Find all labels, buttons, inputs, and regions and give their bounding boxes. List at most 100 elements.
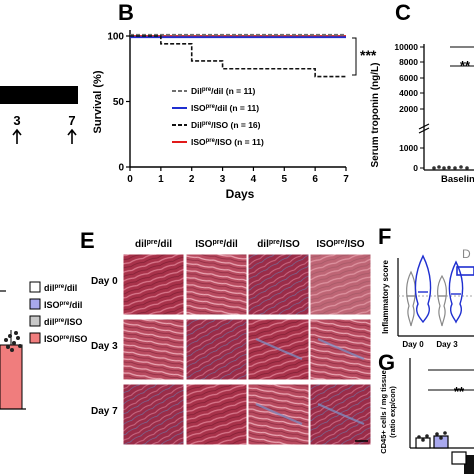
b-significance-bracket	[352, 37, 357, 76]
e-image-border	[185, 383, 248, 446]
d-legend-swatch	[29, 298, 41, 310]
c-y-tick-label: 2000	[399, 104, 418, 114]
b-axes: 0 1 2 3 4 5 6 7 0 50 100	[107, 30, 349, 185]
e-fibrosis-streak	[255, 402, 303, 426]
d-legend-label: dilpre/dil	[44, 283, 77, 294]
d-data-points	[4, 331, 22, 352]
timeline-bar	[0, 86, 78, 104]
e-row-label: Day 7	[91, 406, 118, 417]
b-significance: ***	[360, 47, 377, 63]
c-y-tick-label: 1000	[399, 143, 418, 153]
d-legend-swatch	[29, 332, 41, 344]
c-significance: **	[460, 58, 471, 73]
b-y-axis-label: Survival (%)	[92, 70, 104, 133]
e-image-border	[122, 318, 185, 381]
e-image-border	[122, 383, 185, 446]
c-y-axis-label: Serum troponin (ng/L)	[370, 63, 381, 168]
panel-g: G CD45+ cells / mg tissue (ratio exp/con…	[378, 350, 474, 474]
b-x-tick-label: 2	[189, 174, 195, 185]
e-fibrosis-streak	[317, 337, 365, 361]
e-histology-images	[122, 253, 372, 446]
c-y-tick-label: 10000	[394, 42, 418, 52]
f-violin-day0-iso	[414, 254, 432, 324]
c-y-tick-label: 4000	[399, 88, 418, 98]
b-survival-lines	[130, 33, 346, 78]
b-x-tick-label: 5	[282, 174, 288, 185]
panel-c: C Serum troponin (ng/L) 10000 8000 6000 400…	[370, 0, 474, 185]
b-series-line-3	[130, 35, 346, 78]
e-histology-image	[186, 384, 247, 445]
e-image-border	[122, 253, 185, 316]
e-row-label: Day 3	[91, 341, 118, 352]
panel-label-f: F	[378, 224, 391, 249]
f-legend-partial: D	[462, 247, 471, 261]
e-image-border	[309, 253, 372, 316]
b-legend: Dilpre/dil (n = 11) ISOpre/dil (n = 11) Di…	[172, 86, 264, 147]
g-bar-control	[415, 437, 431, 449]
e-fibrosis-streak	[255, 337, 303, 361]
f-legend-swatch-iso	[456, 266, 474, 276]
e-row-label: Day 0	[91, 276, 118, 287]
e-column-header: ISOpre/ISO	[316, 239, 364, 251]
e-image-border	[309, 318, 372, 381]
b-x-tick-label: 3	[220, 174, 226, 185]
panel-label-g: G	[378, 350, 395, 375]
e-fibrosis-streak	[317, 402, 365, 426]
b-y-tick-label: 100	[107, 32, 124, 43]
panel-f: F Inflammatory score Day 0 Day 3 D	[378, 224, 474, 349]
panel-label-c: C	[395, 0, 411, 25]
e-histology-image	[123, 319, 184, 380]
arrow-up-icon	[67, 128, 77, 144]
g-dark-block	[464, 455, 474, 474]
e-histology-image	[248, 254, 309, 315]
e-image-border	[185, 318, 248, 381]
f-x-tick-day3: Day 3	[436, 340, 458, 349]
e-image-border	[309, 383, 372, 446]
e-row-labels: Day 0 Day 3 Day 7	[91, 276, 118, 417]
d-legend-swatch	[29, 281, 41, 293]
c-data-points	[432, 165, 469, 170]
panel-a-timeline: 3 7	[0, 86, 78, 144]
b-x-tick-label: 7	[343, 174, 349, 185]
d-legend-label: ISOpre/dil	[44, 300, 82, 311]
arrow-up-icon	[12, 128, 22, 144]
d-legend-label: ISOpre/ISO	[44, 334, 87, 345]
timeline-tick-3: 3	[13, 113, 20, 128]
e-image-border	[247, 318, 310, 381]
d-bar-iso-iso	[0, 344, 23, 410]
c-y-tick-label: 6000	[399, 73, 418, 83]
g-y-axis-label: CD45+ cells / mg tissue	[379, 370, 388, 454]
d-legend: dilpre/dil ISOpre/dil dilpre/ISO ISOpre/ISO	[29, 281, 87, 345]
panel-label-e: E	[80, 228, 95, 253]
e-histology-image	[123, 384, 184, 445]
g-bar-iso	[433, 435, 449, 449]
e-column-header: ISOpre/dil	[195, 239, 238, 251]
c-y-tick-label: 8000	[399, 57, 418, 67]
f-violin-day3-iso	[448, 260, 464, 324]
g-y-axis-label-2: (ratio exp/con)	[388, 386, 397, 438]
g-data-points	[417, 431, 447, 442]
b-y-tick-label: 0	[118, 163, 124, 174]
f-x-tick-day0: Day 0	[402, 340, 424, 349]
b-legend-label: ISOpre/ISO (n = 11)	[191, 137, 264, 147]
d-legend-label: dilpre/ISO	[44, 317, 82, 328]
e-column-header: dilpre/dil	[135, 239, 172, 251]
panel-e: E dilpre/dil ISOpre/dil dilpre/ISO ISOpre/I…	[80, 228, 372, 446]
f-violin-day0-control	[406, 270, 416, 327]
b-x-tick-label: 1	[158, 174, 164, 185]
e-pale-overlay	[310, 254, 371, 315]
timeline-tick-7: 7	[68, 113, 75, 128]
c-axis-break	[418, 123, 430, 134]
b-legend-label: ISOpre/dil (n = 11)	[191, 103, 259, 113]
g-significance: **	[454, 384, 465, 399]
b-x-tick-label: 0	[127, 174, 133, 185]
e-histology-image	[123, 254, 184, 315]
e-image-border	[185, 253, 248, 316]
e-histology-image	[186, 319, 247, 380]
g-legend-swatch	[451, 451, 467, 465]
b-x-tick-label: 6	[312, 174, 318, 185]
b-legend-label: Dilpre/ISO (n = 16)	[191, 120, 261, 130]
b-x-axis-label: Days	[226, 187, 255, 201]
c-x-tick: Baselin	[441, 174, 474, 185]
